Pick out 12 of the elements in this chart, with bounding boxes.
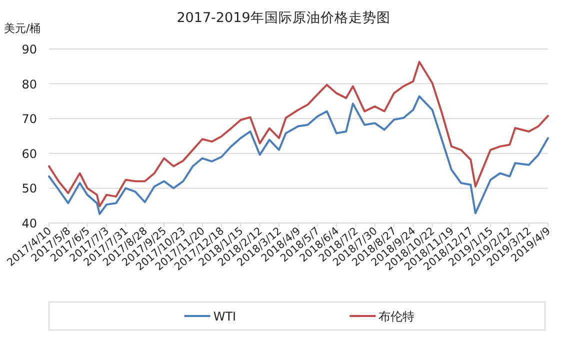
y-tick-label: 60 bbox=[22, 146, 37, 161]
y-tick-label: 80 bbox=[22, 77, 37, 92]
y-axis-title: 美元/桶 bbox=[4, 22, 41, 35]
chart-title: 2017-2019年国际原油价格走势图 bbox=[176, 10, 390, 26]
line-series bbox=[48, 95, 549, 215]
y-tick-label: 50 bbox=[22, 182, 37, 196]
line-series bbox=[48, 60, 549, 208]
legend-label: WTI bbox=[213, 310, 236, 324]
legend-label: 布伦特 bbox=[378, 310, 415, 324]
y-tick-label: 90 bbox=[22, 42, 37, 56]
y-tick-label: 40 bbox=[22, 216, 37, 230]
y-tick-label: 70 bbox=[22, 112, 37, 126]
